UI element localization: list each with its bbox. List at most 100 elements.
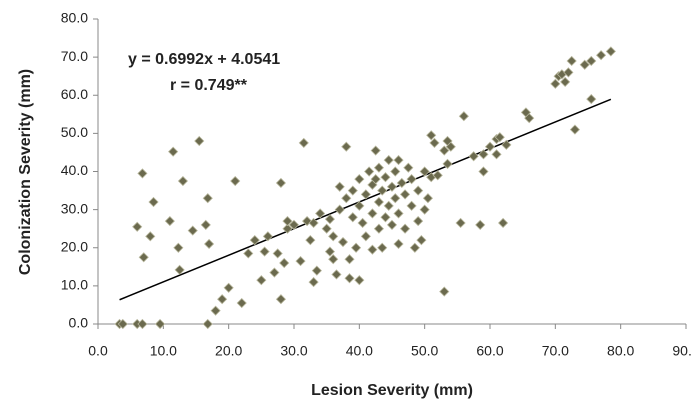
point [269,267,280,278]
point [390,166,401,177]
point [566,55,577,67]
point [357,217,368,229]
point [347,212,358,223]
point [302,215,313,227]
equation: y = 0.6992x + 4.0541 [128,51,280,68]
point [409,242,420,253]
x-tick-label: 80.0 [607,343,634,359]
point [324,214,335,225]
point [367,244,378,255]
point [328,254,339,265]
point [344,273,355,284]
point [380,172,391,183]
y-tick-label: 50.0 [61,124,88,140]
point [138,252,149,263]
point [494,132,505,143]
point [315,208,326,219]
point [249,235,260,246]
point [426,130,437,141]
x-tick-label: 90.0 [672,343,692,359]
y-tick-label: 10.0 [61,277,88,293]
point [194,135,205,147]
point [272,248,283,259]
correlation: r = 0.749** [170,77,248,94]
point [416,235,427,246]
point [354,275,365,286]
point [202,193,213,204]
point [413,185,424,196]
point [393,208,404,219]
point [236,297,247,309]
point [275,294,286,305]
point [360,231,371,242]
point [396,177,407,189]
point [442,158,453,169]
x-tick-label: 60.0 [476,343,503,359]
point [321,223,332,234]
point [422,193,433,204]
point [393,238,404,250]
point [478,166,489,177]
point [429,137,440,148]
point [341,141,352,152]
point [173,242,184,253]
point [360,189,371,200]
point [282,223,293,234]
y-tick-label: 20.0 [61,238,88,254]
point [132,221,143,232]
point [579,59,590,70]
point [177,175,188,187]
point [383,200,394,211]
point [295,256,306,267]
point [468,151,479,162]
point [484,141,496,152]
point [498,217,509,229]
point [432,170,443,181]
trendline [119,98,612,301]
point [210,305,221,316]
point [364,166,375,177]
point [383,154,394,166]
y-axis-title: Colonization Severity (mm) [17,69,34,275]
point [478,149,489,160]
point [373,196,384,208]
point [145,231,156,242]
point [605,46,616,57]
point [155,318,166,330]
y-tick-label: 30.0 [61,200,88,216]
point [262,231,273,242]
point [403,162,414,173]
x-tick-label: 10.0 [150,343,177,359]
point [187,225,198,236]
point [586,93,597,105]
x-tick-label: 30.0 [280,343,307,359]
point [393,154,404,166]
point [596,50,607,61]
point [341,193,352,204]
point [243,248,254,259]
point [311,265,322,276]
point [217,294,228,305]
point [524,113,535,124]
x-tick-label: 50.0 [411,343,438,359]
point [337,236,349,248]
point [569,124,580,135]
point [328,231,339,242]
point [390,193,401,204]
point [370,145,381,156]
point [386,219,398,230]
point [458,111,469,122]
point [334,204,345,215]
point [491,149,502,160]
point [406,200,417,211]
point [501,139,512,150]
point [202,318,213,330]
y-tick-label: 0.0 [69,315,89,331]
point [439,286,450,297]
y-tick-label: 40.0 [61,162,88,178]
point [563,67,574,78]
point [137,318,148,330]
point [354,174,365,185]
